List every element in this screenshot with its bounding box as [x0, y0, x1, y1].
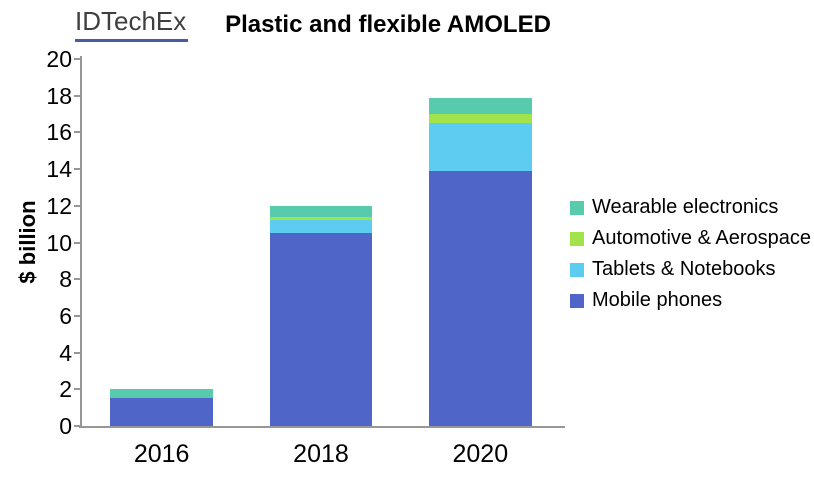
y-tick-label-14: 14	[46, 156, 72, 183]
y-tick-label-8: 8	[59, 266, 72, 293]
y-tick-label-2: 2	[59, 376, 72, 403]
bar-2018	[241, 59, 400, 426]
y-tick-14	[74, 168, 81, 171]
legend-item-mobile-phones: Mobile phones	[570, 285, 811, 316]
bar-segment-2020-mobile-phones	[428, 170, 532, 426]
y-tick-0	[74, 425, 81, 427]
logo-text: IDTechEx	[75, 6, 187, 36]
legend-item-tablets-notebooks: Tablets & Notebooks	[570, 254, 811, 285]
bar-segment-2020-automotive-aerospace	[428, 114, 532, 124]
legend-label: Wearable electronics	[592, 196, 779, 218]
y-tick-4	[74, 351, 81, 354]
legend-label: Tablets & Notebooks	[592, 258, 776, 280]
chart-title: Plastic and flexible AMOLED	[225, 11, 551, 38]
legend-label: Mobile phones	[592, 289, 723, 311]
y-tick-label-16: 16	[46, 119, 72, 146]
bar-2016	[82, 59, 241, 426]
y-axis-line	[80, 56, 82, 427]
idtechex-logo: IDTechEx	[75, 6, 189, 42]
legend-item-wearable-electronics: Wearable electronics	[570, 192, 811, 223]
bar-segment-2016-wearable-electronics	[110, 389, 214, 399]
y-tick-18	[74, 94, 81, 97]
bar-segment-2018-automotive-aerospace	[269, 216, 373, 221]
y-tick-12	[74, 204, 81, 207]
bar-segment-2018-wearable-electronics	[269, 205, 373, 217]
y-tick-label-4: 4	[59, 339, 72, 366]
y-tick-label-10: 10	[46, 229, 72, 256]
bar-segment-2020-wearable-electronics	[428, 97, 532, 115]
y-tick-8	[74, 278, 81, 281]
legend-swatch-icon	[570, 262, 584, 277]
legend: Wearable electronics Automotive & Aerospa…	[570, 192, 811, 316]
bar-segment-2016-mobile-phones	[110, 398, 214, 426]
plot-area	[82, 59, 560, 426]
bar-2020	[401, 59, 560, 426]
bar-segment-2018-tablets-notebooks	[269, 220, 373, 234]
x-axis-labels: 2016 2018 2020	[82, 440, 560, 469]
y-tick-label-6: 6	[59, 302, 72, 329]
y-tick-label-12: 12	[46, 192, 72, 219]
y-tick-label-20: 20	[46, 46, 72, 72]
bar-segment-2018-mobile-phones	[269, 233, 373, 426]
x-label-2020: 2020	[452, 440, 509, 468]
legend-item-automotive-aerospace: Automotive & Aerospace	[570, 223, 811, 254]
legend-swatch-icon	[570, 200, 584, 215]
x-axis-line	[79, 426, 565, 428]
y-tick-10	[74, 241, 81, 244]
y-tick-20	[74, 58, 81, 60]
y-tick-2	[74, 388, 81, 391]
y-tick-6	[74, 314, 81, 317]
y-tick-label-18: 18	[46, 82, 72, 109]
y-tick-16	[74, 131, 81, 134]
legend-swatch-icon	[570, 293, 584, 308]
legend-swatch-icon	[570, 231, 584, 246]
bar-segment-2020-tablets-notebooks	[428, 123, 532, 171]
x-label-2018: 2018	[293, 440, 349, 468]
y-tick-label-0: 0	[59, 413, 72, 439]
legend-label: Automotive & Aerospace	[592, 227, 812, 249]
x-label-2016: 2016	[133, 440, 190, 468]
